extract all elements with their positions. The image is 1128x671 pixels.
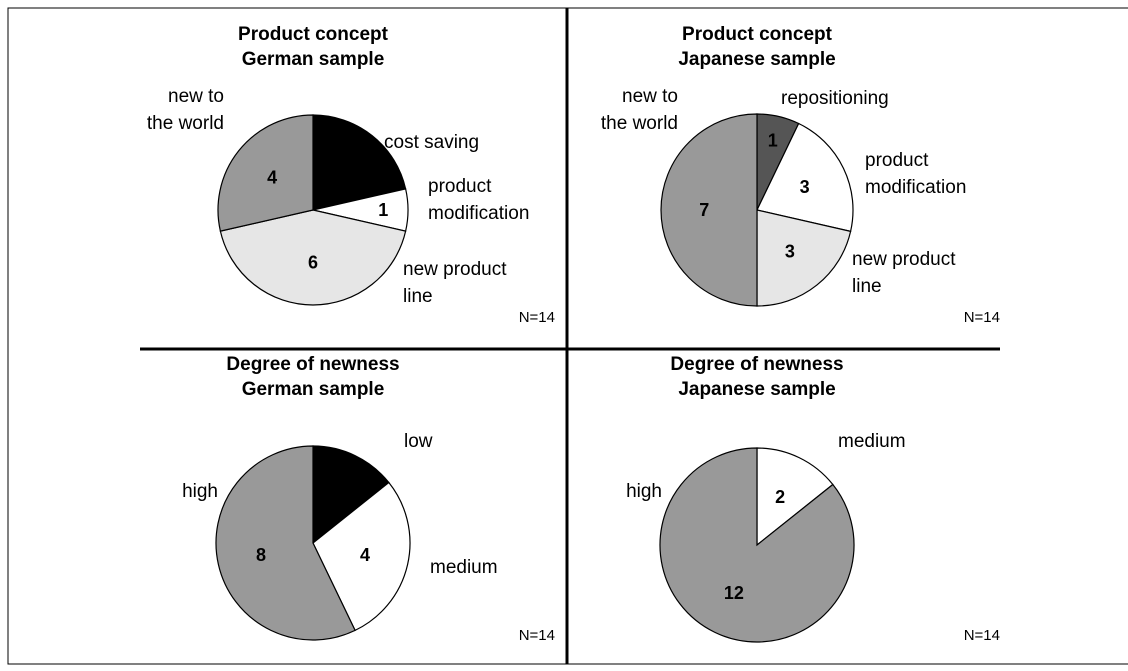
chart-subtitle: German sample	[242, 49, 385, 70]
value-label: 2	[775, 487, 785, 507]
value-label: 1	[378, 200, 388, 220]
value-label: 3	[785, 241, 795, 261]
category-label: new to the world	[601, 86, 678, 134]
pie-slice	[312, 445, 390, 545]
category-label: low	[404, 431, 433, 452]
pie-slice	[219, 209, 407, 306]
pie-slice	[756, 122, 854, 233]
chart-title: Product concept	[682, 24, 833, 45]
category-label: cost saving	[384, 132, 479, 153]
value-label: 12	[724, 583, 744, 603]
value-label: 7	[699, 200, 709, 220]
note: N=14	[964, 627, 1000, 644]
category-label: medium	[838, 431, 906, 452]
category-label: medium	[430, 557, 498, 578]
pie-slice	[659, 447, 855, 643]
value-label: 3	[800, 177, 810, 197]
pie-slice	[756, 447, 834, 547]
note: N=14	[519, 309, 555, 326]
note: N=14	[964, 309, 1000, 326]
chart-title: Degree of newness	[670, 354, 843, 375]
category-label: repositioning	[781, 88, 889, 109]
chart-subtitle: Japanese sample	[678, 379, 835, 400]
value-label: 3	[341, 159, 351, 179]
category-label: product modification	[428, 176, 529, 224]
pie-slice	[756, 209, 852, 307]
chart-subtitle: German sample	[242, 379, 385, 400]
note: N=14	[519, 627, 555, 644]
value-label: 4	[267, 167, 277, 187]
pie-slice	[312, 481, 411, 632]
pie-slice	[215, 445, 356, 641]
value-label: 2	[331, 485, 341, 505]
chart-title: Degree of newness	[226, 354, 399, 375]
category-label: new product line	[852, 249, 956, 297]
category-label: new to the world	[147, 86, 224, 134]
category-label: high	[182, 481, 218, 502]
value-label: 6	[308, 252, 318, 272]
pie-slice	[217, 114, 314, 232]
value-label: 1	[768, 131, 778, 151]
frame	[7, 7, 1128, 665]
value-label: 4	[360, 545, 370, 565]
category-label: new product line	[403, 259, 507, 307]
chart-subtitle: Japanese sample	[678, 49, 835, 70]
pie-slice	[312, 114, 407, 211]
category-label: product modification	[865, 150, 966, 198]
value-label: 8	[256, 545, 266, 565]
pie-slice	[660, 113, 758, 307]
category-label: high	[626, 481, 662, 502]
chart-title: Product concept	[238, 24, 389, 45]
